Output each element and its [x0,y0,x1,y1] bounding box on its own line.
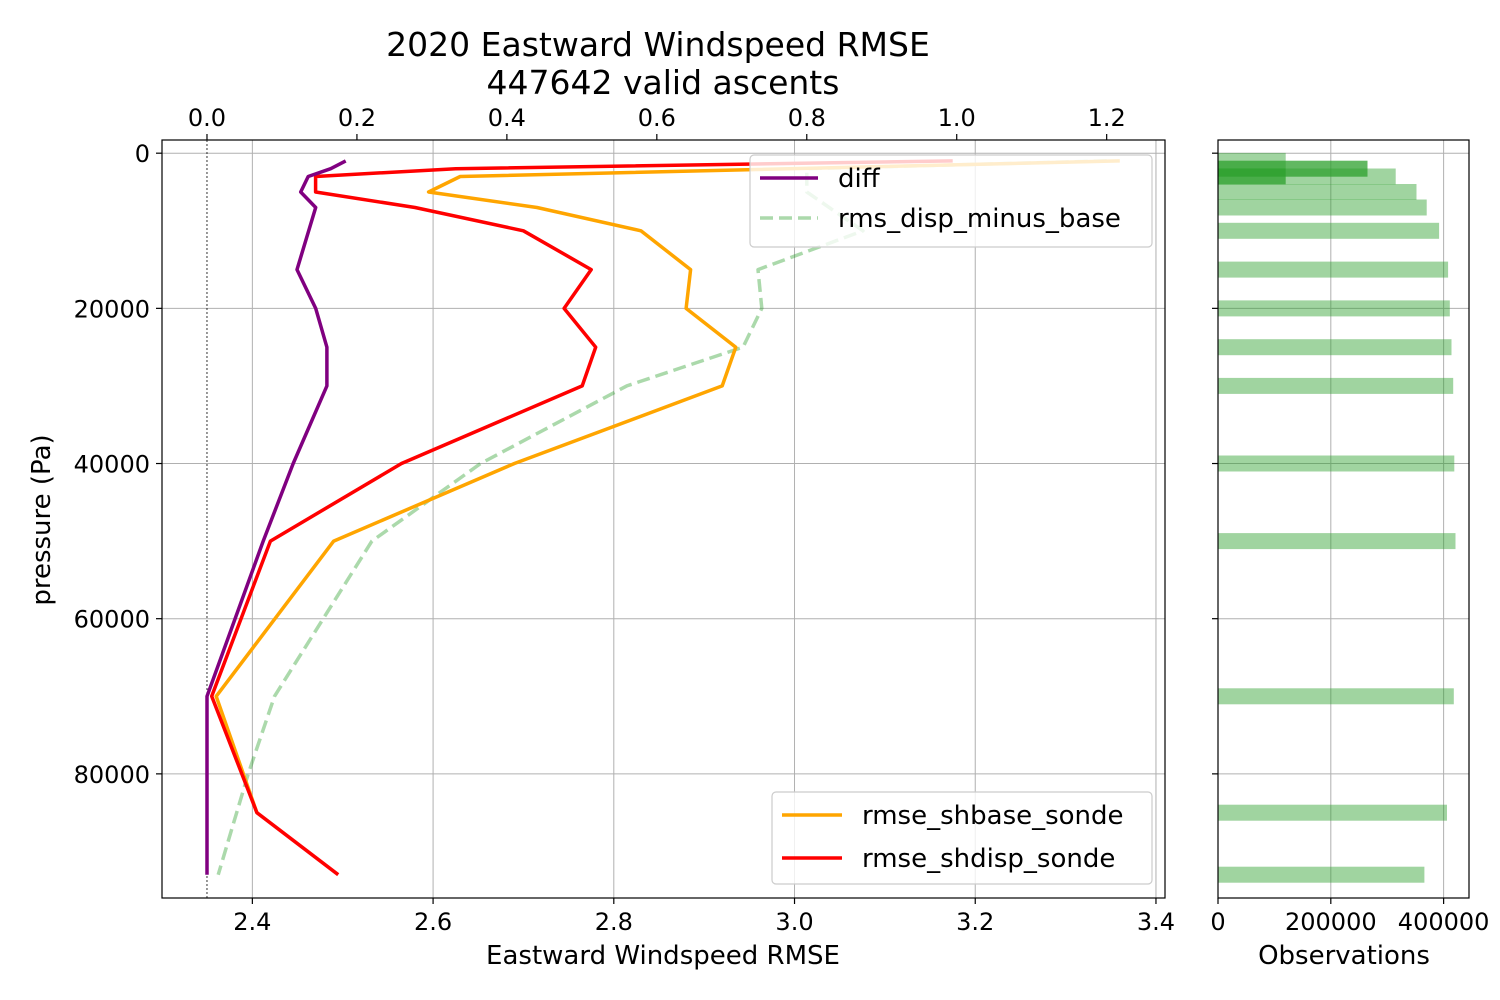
legend-label-diff: diff [838,164,881,194]
chart-subtitle: 447642 valid ascents [487,63,840,102]
y-tick-label: 80000 [74,761,150,789]
observations-x-axis: 0 200000 400000 [1210,898,1489,936]
x-tick-label: 2.4 [233,908,271,936]
observations-bar [1218,533,1456,550]
legend-top-right: diff rms_disp_minus_base [749,154,1153,248]
series-line-rmse-shbase-sonde [214,159,1120,814]
legend-label-rmse-shdisp-sonde: rmse_shdisp_sonde [862,844,1115,874]
top-x-tick-label: 0.2 [338,104,376,132]
observations-x-tick-label: 200000 [1285,908,1377,936]
observations-bar [1218,199,1427,216]
y-tick-label: 40000 [74,451,150,479]
main-plot-area: 2.4 2.6 2.8 3.0 3.2 3.4 0.0 0.2 0.4 0.6 0.8 1.0 1.2… [74,104,1175,936]
observations-axis-label: Observations [1258,941,1430,971]
observations-bar [1218,168,1396,185]
series-line-diff [205,159,347,875]
chart-title: 2020 Eastward Windspeed RMSE [386,25,930,64]
x-tick-label: 2.6 [414,908,452,936]
observations-y-ticks [1212,152,1218,775]
observations-x-tick-label: 0 [1210,908,1225,936]
y-tick-label: 0 [135,140,150,168]
observations-bars [1218,152,1456,883]
top-x-tick-label: 0.6 [638,104,676,132]
x-tick-label: 3.2 [956,908,994,936]
legend-top-box [749,154,1153,248]
legend-bottom-right: rmse_shbase_sonde rmse_shdisp_sonde [771,791,1153,885]
observations-bar [1218,377,1454,394]
bottom-x-axis: 2.4 2.6 2.8 3.0 3.2 3.4 [233,898,1175,936]
x-tick-label: 2.8 [595,908,633,936]
observations-bar [1218,222,1440,239]
observations-bar [1218,804,1447,821]
main-grid [162,140,1165,898]
legend-label-rms-disp-minus-base: rms_disp_minus_base [838,204,1121,234]
main-plot-frame [161,139,1166,899]
x-tick-label: 3.4 [1137,908,1175,936]
y-tick-label: 60000 [74,606,150,634]
observations-bar [1218,300,1450,317]
x-axis-label: Eastward Windspeed RMSE [486,941,840,971]
observations-bar [1218,455,1455,472]
top-x-axis: 0.0 0.2 0.4 0.6 0.8 1.0 1.2 [188,104,1126,140]
y-axis: 0 20000 40000 60000 80000 [74,140,162,789]
series-line-rmse-shdisp-sonde [209,159,953,877]
observations-bar [1218,184,1417,200]
top-x-tick-label: 1.2 [1088,104,1126,132]
observations-bar [1218,168,1286,185]
observations-bar [1218,261,1449,278]
observations-bar [1218,688,1454,705]
top-x-tick-label: 0.8 [788,104,826,132]
x-tick-label: 3.0 [775,908,813,936]
legend-label-rmse-shbase-sonde: rmse_shbase_sonde [862,801,1124,831]
observations-plot-frame [1217,139,1470,899]
y-tick-label: 20000 [74,295,150,323]
observations-bar [1218,866,1425,883]
top-x-tick-label: 1.0 [938,104,976,132]
legend-bottom-box [771,791,1153,885]
observations-plot-area: 0 200000 400000 [1210,139,1489,936]
observations-bar [1218,339,1452,356]
top-x-tick-label: 0.4 [488,104,526,132]
top-x-tick-label: 0.0 [188,104,226,132]
observations-x-tick-label: 400000 [1398,908,1490,936]
y-axis-label: pressure (Pa) [27,434,57,605]
